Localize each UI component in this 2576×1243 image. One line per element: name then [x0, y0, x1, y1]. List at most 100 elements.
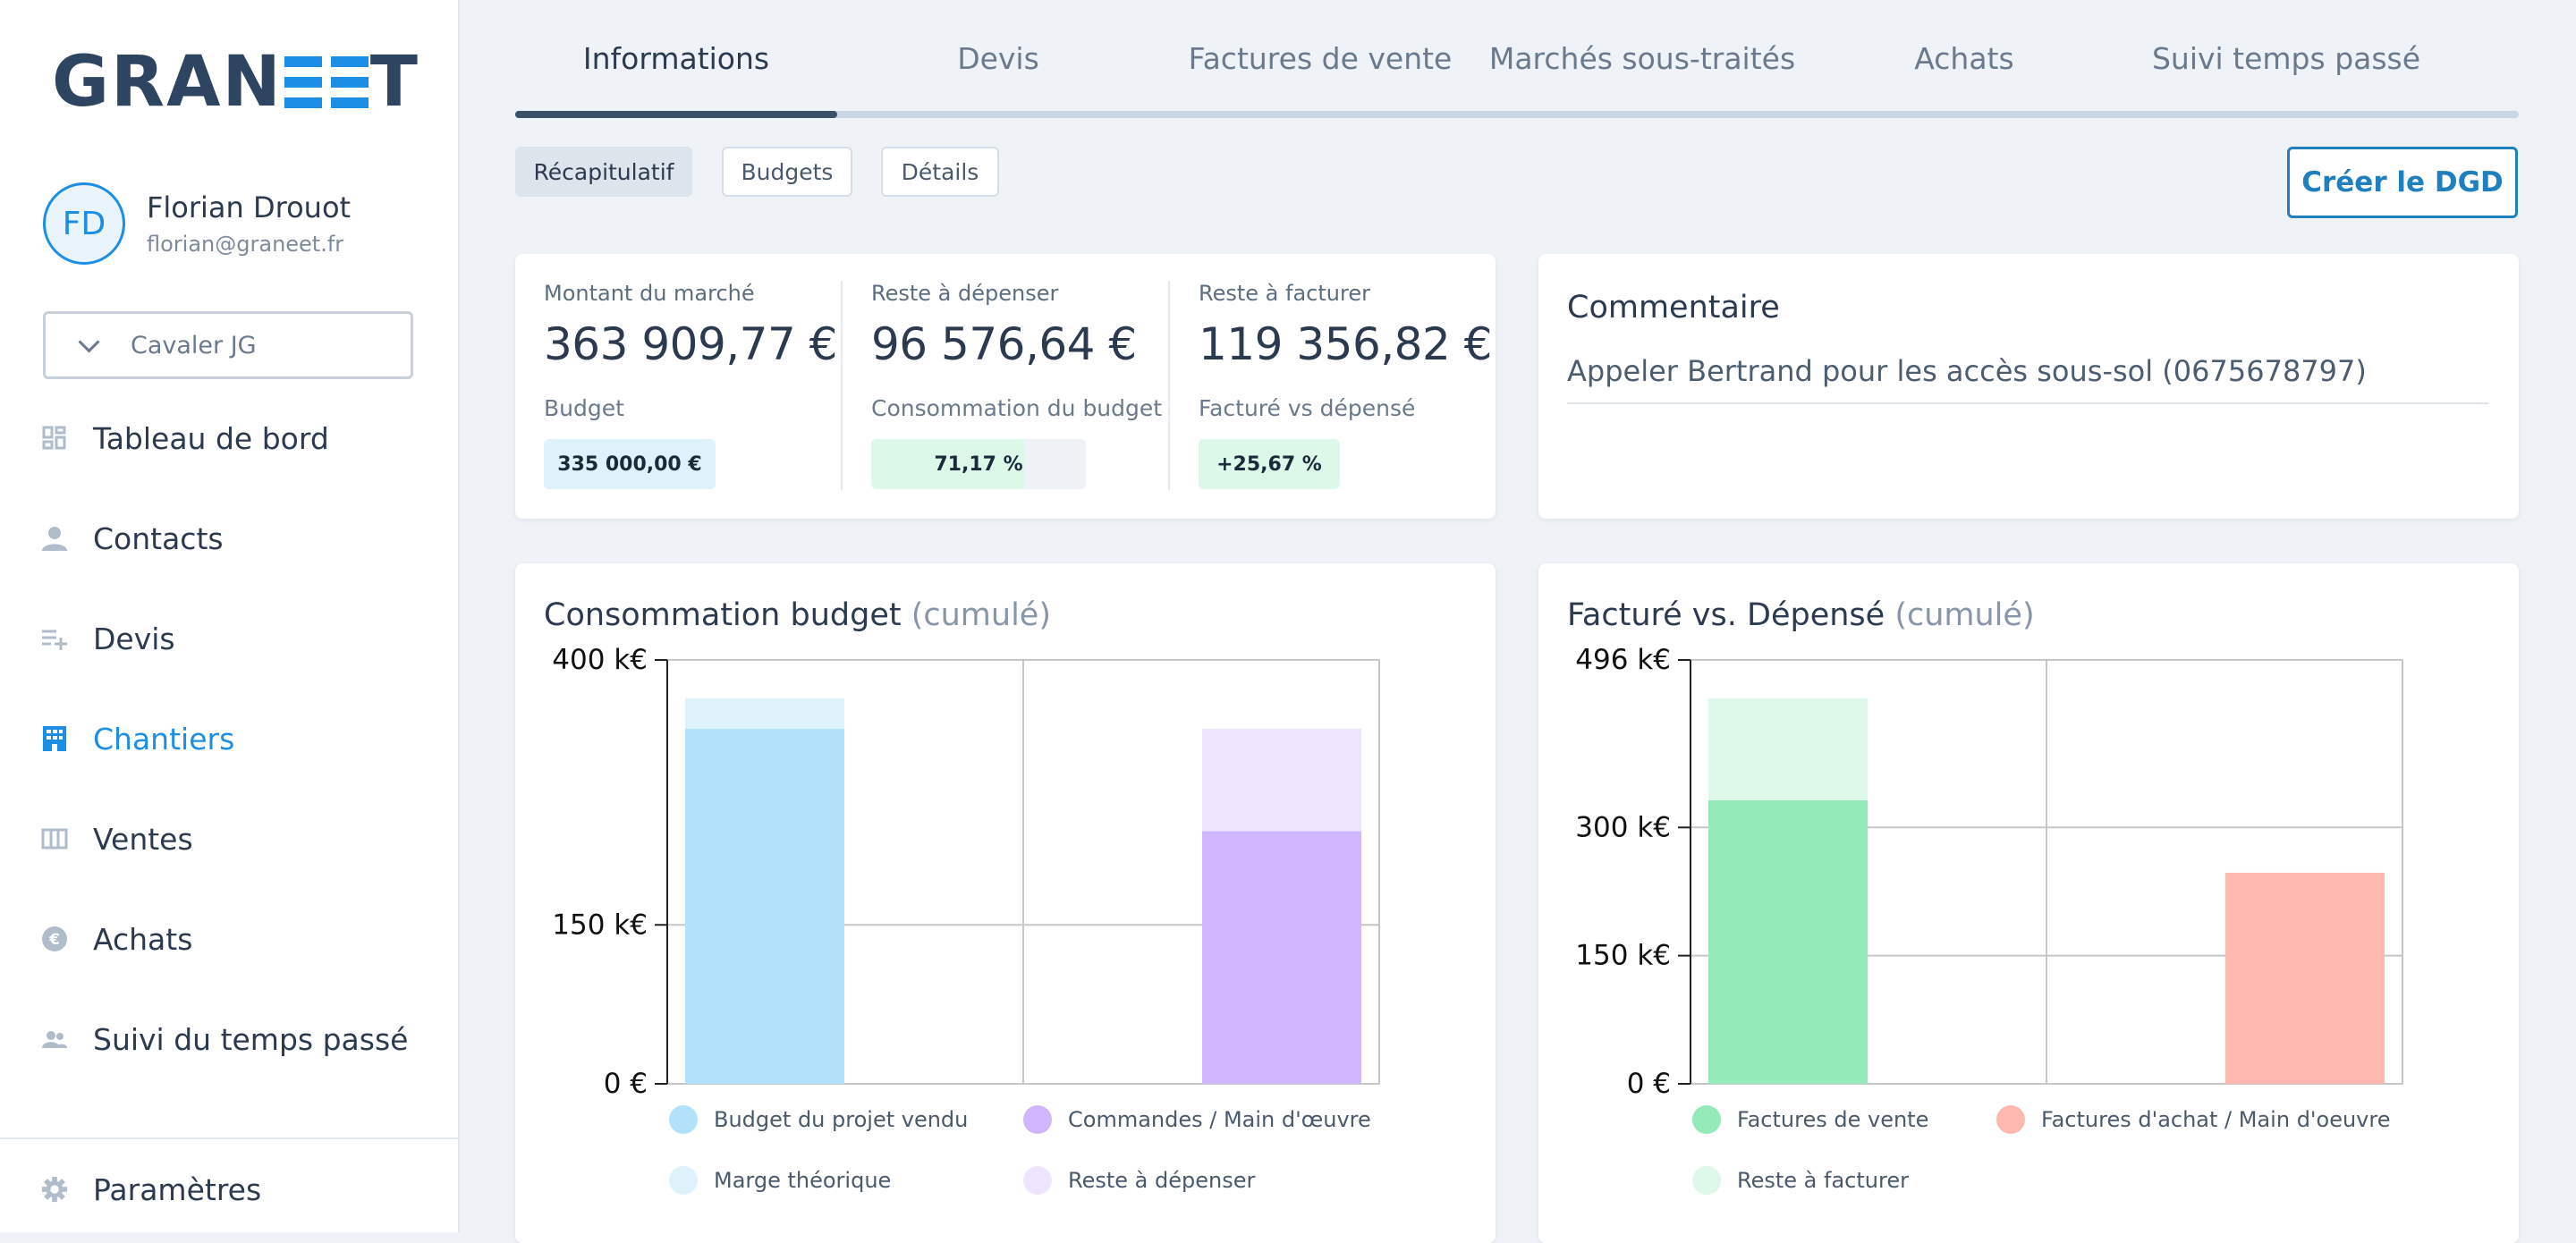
comment-title: Commentaire: [1567, 290, 1780, 326]
legend-item: Factures de vente: [1692, 1105, 1928, 1134]
badge-value: +25,67 %: [1216, 452, 1322, 476]
tab-achats[interactable]: Achats: [1914, 41, 2014, 76]
kpi-reste-facturer: Reste à facturer 119 356,82 € Facturé vs…: [1199, 281, 1494, 489]
bar-segment: [2225, 872, 2385, 1084]
playlist-add-icon: [41, 625, 68, 652]
sidebar-item-devis[interactable]: Devis: [0, 588, 458, 689]
y-tick-label: 400 k€: [552, 644, 648, 676]
subtab-details[interactable]: Détails: [881, 147, 999, 197]
budget-consumption-card: Consommation budget (cumulé) 0 € 150 k€ 40…: [515, 563, 1496, 1243]
y-tick-label: 0 €: [1627, 1068, 1671, 1100]
tab-informations[interactable]: Informations: [582, 41, 770, 76]
chevron-down-icon: [78, 330, 100, 353]
logo-text-start: GRAN: [52, 42, 283, 123]
chart-title-text: Consommation budget: [544, 597, 902, 633]
sidebar-item-parametres[interactable]: Paramètres: [0, 1139, 458, 1229]
legend-label: Budget du projet vendu: [714, 1107, 969, 1132]
legend-item: Budget du projet vendu: [669, 1105, 968, 1134]
sidebar-item-label: Paramètres: [93, 1171, 262, 1207]
sidebar-item-label: Tableau de bord: [93, 420, 329, 456]
legend-item: Commandes / Main d'œuvre: [1023, 1105, 1371, 1134]
tab-track: [515, 111, 2519, 118]
chart-title: Consommation budget (cumulé): [544, 597, 1051, 633]
legend-label: Reste à facturer: [1737, 1168, 1909, 1193]
legend-swatch: [1692, 1105, 1721, 1134]
kpi-value: 363 909,77 €: [544, 318, 837, 370]
y-tick-label: 300 k€: [1575, 811, 1671, 843]
graneet-logo[interactable]: GRAN T: [52, 42, 419, 123]
user-profile[interactable]: FD Florian Drouot florian@graneet.fr: [43, 182, 351, 265]
svg-text:€: €: [48, 931, 60, 949]
sidebar-item-tableau-de-bord[interactable]: Tableau de bord: [0, 388, 458, 488]
kpi-sub-label: Consommation du budget: [871, 395, 1163, 421]
sidebar-item-label: Ventes: [93, 821, 193, 857]
kpi-sub-label: Budget: [544, 395, 624, 421]
tab-suivi-temps-passe[interactable]: Suivi temps passé: [2151, 41, 2421, 76]
divider: [1168, 281, 1170, 490]
bar-segment: [1202, 729, 1361, 832]
budget-consumption-chart: 0 € 150 k€ 400 k€: [552, 644, 1380, 1100]
sidebar-item-achats[interactable]: € Achats: [0, 889, 458, 989]
people-icon: [41, 1026, 68, 1053]
kpi-label: Montant du marché: [544, 281, 755, 306]
legend-item: Reste à facturer: [1692, 1166, 1909, 1195]
bar-segment: [685, 698, 844, 730]
y-tick-label: 496 k€: [1575, 644, 1671, 676]
subtab-budgets[interactable]: Budgets: [722, 147, 852, 197]
logo-ee-mark: [284, 56, 369, 108]
chart-title-text: Facturé vs. Dépensé: [1567, 597, 1885, 633]
kpi-value: 119 356,82 €: [1199, 318, 1492, 370]
user-name: Florian Drouot: [147, 190, 352, 224]
sidebar-item-suivi-temps[interactable]: Suivi du temps passé: [0, 989, 458, 1089]
kpi-value: 96 576,64 €: [871, 318, 1137, 370]
legend-item: Marge théorique: [669, 1166, 891, 1195]
legend-label: Factures d'achat / Main d'oeuvre: [2041, 1107, 2391, 1132]
company-select-value: Cavaler JG: [131, 331, 257, 359]
tab-active-indicator: [515, 111, 837, 118]
y-tick-label: 150 k€: [552, 909, 648, 941]
legend-swatch: [1996, 1105, 2025, 1134]
legend-label: Factures de vente: [1737, 1107, 1929, 1132]
progress-value: 71,17 %: [934, 452, 1023, 476]
sidebar-nav: Tableau de bord Contacts Devis Chantiers…: [0, 388, 458, 1089]
kpi-montant-marche: Montant du marché 363 909,77 € Budget 33…: [544, 281, 839, 489]
comment-card: Commentaire Appeler Bertrand pour les ac…: [1538, 254, 2519, 519]
chart-title: Facturé vs. Dépensé (cumulé): [1567, 597, 2035, 633]
legend-swatch: [1023, 1105, 1052, 1134]
comment-field[interactable]: Appeler Bertrand pour les accès sous-sol…: [1567, 354, 2367, 388]
gear-icon: [41, 1176, 68, 1203]
person-icon: [41, 525, 68, 552]
kpi-label: Reste à facturer: [1199, 281, 1370, 306]
avatar[interactable]: FD: [43, 182, 125, 265]
sidebar-item-label: Achats: [93, 921, 193, 957]
legend-swatch: [669, 1166, 698, 1195]
tab-devis[interactable]: Devis: [957, 41, 1039, 76]
invoiced-vs-spent-chart: 0 € 150 k€ 300 k€ 496 k€: [1575, 644, 2403, 1100]
tab-factures-de-vente[interactable]: Factures de vente: [1188, 41, 1453, 76]
budget-badge: 335 000,00 €: [544, 439, 716, 489]
sidebar-item-label: Suivi du temps passé: [93, 1021, 409, 1057]
comment-underline: [1567, 402, 2488, 404]
invoiced-vs-spent-card: Facturé vs. Dépensé (cumulé) 0 € 150 k€ 30…: [1538, 563, 2519, 1243]
tab-marches-sous-traites[interactable]: Marchés sous-traités: [1488, 41, 1796, 76]
kpi-card: Montant du marché 363 909,77 € Budget 33…: [515, 254, 1496, 519]
legend-label: Commandes / Main d'œuvre: [1068, 1107, 1371, 1132]
subtab-recapitulatif[interactable]: Récapitulatif: [515, 147, 692, 197]
company-select[interactable]: Cavaler JG: [43, 311, 413, 379]
dashboard-icon: [41, 425, 68, 452]
sidebar-item-chantiers[interactable]: Chantiers: [0, 689, 458, 789]
legend-swatch: [1023, 1166, 1052, 1195]
sidebar-item-contacts[interactable]: Contacts: [0, 488, 458, 588]
sidebar-item-ventes[interactable]: Ventes: [0, 789, 458, 889]
y-tick-label: 0 €: [604, 1068, 648, 1100]
legend-swatch: [669, 1105, 698, 1134]
legend-label: Reste à dépenser: [1068, 1168, 1256, 1193]
legend-swatch: [1692, 1166, 1721, 1195]
columns-icon: [41, 825, 68, 852]
bar-segment: [1708, 698, 1868, 801]
chart-title-suffix: (cumulé): [911, 597, 1051, 633]
building-icon: [41, 725, 68, 752]
divider: [841, 281, 843, 490]
create-dgd-button[interactable]: Créer le DGD: [2287, 147, 2518, 218]
legend-item: Reste à dépenser: [1023, 1166, 1255, 1195]
